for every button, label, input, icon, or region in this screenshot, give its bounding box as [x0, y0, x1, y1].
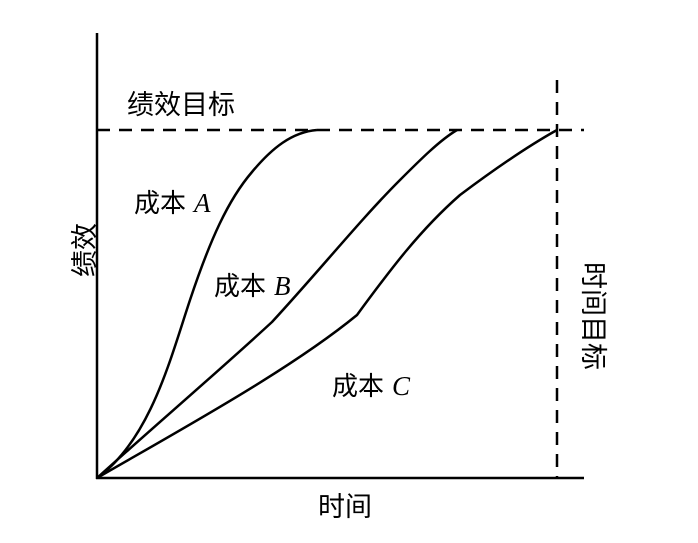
cost-curve-b: [96, 128, 458, 479]
cost-a-letter: A: [192, 188, 211, 218]
time-target-label: 时间目标: [577, 262, 608, 370]
cost-b-prefix: 成本: [214, 272, 266, 302]
cost-curve-c: [96, 128, 558, 480]
cost-c-label: 成本 C: [332, 371, 411, 402]
cost-a-label: 成本 A: [134, 188, 211, 219]
cost-a-prefix: 成本: [134, 189, 186, 219]
x-axis-label: 时间: [318, 492, 372, 523]
cost-b-label: 成本 B: [214, 271, 291, 302]
cost-curve-a: [96, 128, 318, 480]
y-axis-label: 绩效: [70, 223, 101, 277]
performance-target-label: 绩效目标: [127, 90, 235, 121]
cost-b-letter: B: [274, 271, 291, 301]
cost-c-letter: C: [392, 371, 411, 401]
cost-c-prefix: 成本: [332, 372, 384, 402]
